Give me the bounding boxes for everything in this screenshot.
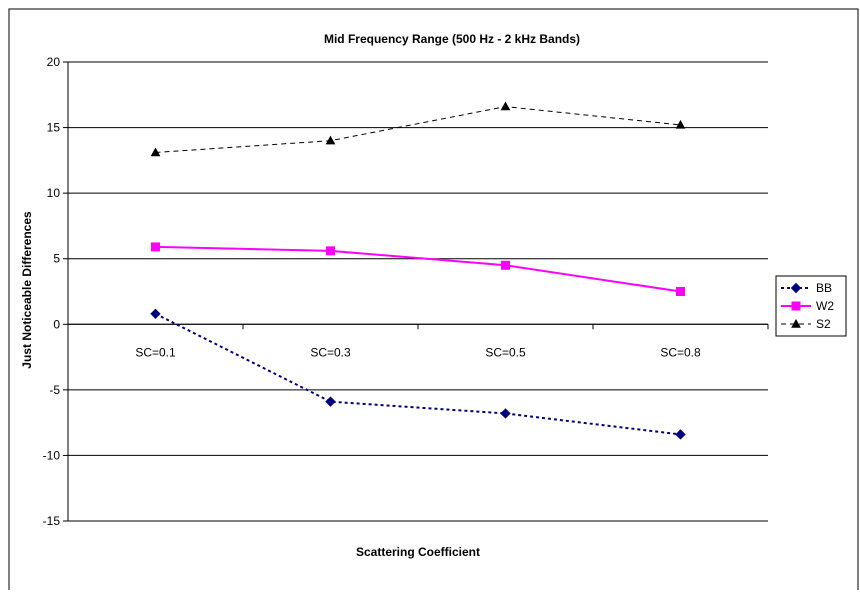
y-tick-label: 15: [47, 121, 61, 135]
data-point-s2: [325, 135, 336, 145]
data-point-w2: [326, 246, 335, 256]
y-tick-label: 20: [47, 55, 61, 69]
legend: BB W2 S2: [775, 275, 847, 337]
chart-title: Mid Frequency Range (500 Hz - 2 kHz Band…: [324, 32, 580, 46]
data-point-w2: [501, 260, 510, 270]
legend-marker-s2: [791, 318, 801, 328]
y-tick-label: -15: [43, 514, 61, 528]
data-point-s2: [150, 147, 161, 157]
x-tick-label: SC=0.1: [135, 345, 176, 359]
y-tick-label: 10: [47, 186, 61, 200]
data-point-bb: [150, 308, 161, 320]
data-point-w2: [676, 287, 685, 296]
series-line-s2: [155, 106, 681, 153]
x-tick-label: SC=0.5: [485, 345, 526, 359]
legend-marker-bb: [790, 282, 802, 294]
data-point-bb: [325, 396, 336, 407]
x-tick-label: SC=0.8: [660, 345, 701, 359]
x-tick-label: SC=0.3: [310, 345, 351, 359]
y-tick-label: 5: [53, 252, 60, 266]
y-tick-label: -5: [49, 383, 60, 397]
series-s2: [150, 101, 686, 157]
data-point-s2: [675, 119, 686, 129]
series-line-w2: [155, 245, 681, 293]
plot-area: -15 -10 -5 0 5 10 15 20 SC=0.1 SC=0.3 SC=0.5 SC=0.8: [43, 55, 769, 528]
series-line-bb: [155, 312, 681, 436]
legend-label-bb: BB: [816, 281, 832, 295]
legend-marker-w2: [791, 301, 801, 311]
data-point-s2: [500, 101, 511, 111]
y-tick-label: -10: [43, 448, 61, 462]
y-axis-label: Just Noticeable Differences: [20, 211, 34, 369]
x-axis-label: Scattering Coefficient: [356, 545, 480, 559]
series-bb: [150, 308, 686, 440]
data-point-w2: [151, 242, 160, 252]
legend-label-w2: W2: [816, 299, 834, 313]
y-tick-label: 0: [53, 317, 60, 331]
series-w2: [151, 242, 685, 296]
plot-background: [68, 62, 768, 521]
data-point-bb: [675, 429, 686, 440]
legend-label-s2: S2: [816, 317, 831, 331]
data-point-bb: [500, 408, 511, 419]
